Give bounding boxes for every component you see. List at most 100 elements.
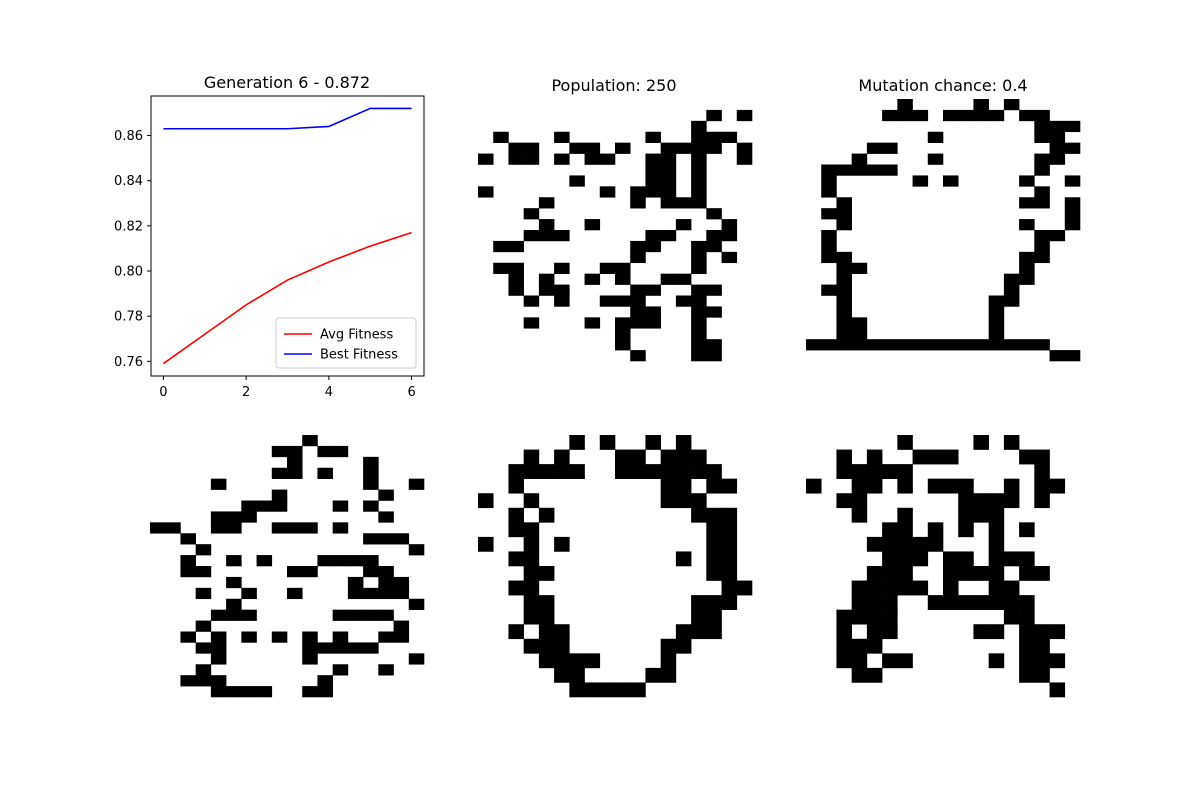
- pixel-cell: [493, 240, 509, 253]
- pixel-cell: [691, 175, 707, 187]
- pixel-cell: [706, 595, 722, 610]
- pixel-cell: [538, 609, 555, 625]
- pixel-cell: [675, 435, 692, 450]
- y-tick-label: 0.78: [114, 310, 143, 325]
- pixel-cell: [378, 587, 394, 600]
- pixel-cell: [927, 478, 944, 494]
- pixel-cell: [691, 142, 707, 154]
- pixel-cell: [943, 175, 959, 187]
- pixel-cell: [1049, 478, 1066, 494]
- pixel-cell: [584, 682, 601, 698]
- pixel-cell: [897, 653, 913, 669]
- pixel-cell: [195, 587, 212, 600]
- pixel-cell: [508, 262, 524, 274]
- pixel-cell: [736, 142, 753, 154]
- pixel-cell: [866, 595, 883, 610]
- pixel-cell: [882, 653, 898, 669]
- pixel-cell: [851, 580, 868, 596]
- pixel-cell: [821, 339, 837, 351]
- pixel-cell: [882, 164, 898, 176]
- pixel-cell: [721, 131, 738, 143]
- pixel-cell: [554, 536, 570, 552]
- pixel-cell: [706, 339, 722, 351]
- pixel-cell: [569, 682, 585, 698]
- pixel-cell: [332, 609, 349, 621]
- pixel-cell: [1064, 219, 1081, 231]
- pixel-cell: [721, 251, 738, 264]
- pixel-cell: [599, 435, 616, 450]
- pixel-cell: [660, 449, 677, 465]
- individual-1: [478, 109, 753, 362]
- pixel-cell: [287, 522, 303, 534]
- pixel-cell: [1034, 109, 1050, 122]
- pixel-cell: [721, 219, 738, 231]
- pixel-cell: [988, 624, 1005, 640]
- pixel-cell: [1034, 638, 1050, 654]
- pixel-cell: [988, 317, 1005, 329]
- pixel-cell: [554, 262, 570, 274]
- pixel-cell: [1019, 175, 1035, 187]
- pixel-cell: [332, 445, 349, 458]
- pixel-cell: [271, 489, 288, 501]
- pixel-cell: [836, 262, 852, 274]
- pixel-cell: [1019, 551, 1035, 567]
- pixel-cell: [691, 449, 707, 465]
- pixel-cell: [882, 142, 898, 154]
- pixel-cell: [180, 566, 196, 578]
- pixel-cell: [508, 153, 524, 165]
- pixel-cell: [1034, 653, 1050, 669]
- pixel-cell: [363, 478, 379, 490]
- pixel-cell: [1019, 449, 1035, 465]
- pixel-cell: [226, 555, 242, 567]
- pixel-cell: [706, 306, 722, 318]
- pixel-cell: [332, 500, 349, 512]
- pixel-cell: [332, 664, 349, 676]
- pixel-cell: [493, 262, 509, 274]
- pixel-cell: [554, 284, 570, 296]
- pixel-cell: [287, 587, 303, 600]
- pixel-cell: [226, 598, 242, 610]
- pixel-cell: [554, 295, 570, 307]
- pixel-cell: [347, 576, 364, 589]
- pixel-cell: [599, 186, 616, 198]
- pixel-cell: [851, 653, 868, 669]
- pixel-cell: [1034, 230, 1050, 242]
- pixel-cell: [599, 295, 616, 307]
- pixel-cell: [645, 317, 661, 329]
- pixel-cell: [538, 595, 555, 610]
- pixel-cell: [897, 478, 913, 494]
- pixel-cell: [721, 507, 738, 523]
- pixel-cell: [180, 675, 196, 687]
- pixel-cell: [1049, 153, 1066, 165]
- pixel-cell: [706, 507, 722, 523]
- pixel-cell: [851, 507, 868, 523]
- pixel-cell: [478, 493, 494, 509]
- pixel-cell: [836, 464, 852, 479]
- pixel-cell: [836, 609, 852, 625]
- pixel-cell: [897, 339, 913, 351]
- pixel-cell: [660, 175, 677, 187]
- pixel-cell: [851, 262, 868, 274]
- pixel-cell: [1019, 667, 1035, 683]
- pixel-cell: [691, 507, 707, 523]
- pixel-cell: [615, 262, 631, 274]
- pixel-cell: [1049, 624, 1066, 640]
- pixel-cell: [393, 620, 410, 632]
- pixel-cell: [554, 653, 570, 669]
- pixel-cell: [706, 566, 722, 581]
- pixel-cell: [988, 551, 1005, 567]
- pixel-cell: [180, 631, 196, 643]
- pixel-cell: [691, 624, 707, 640]
- pixel-cell: [630, 240, 646, 253]
- pixel-cell: [973, 595, 989, 610]
- pixel-cell: [408, 478, 425, 490]
- pixel-cell: [1034, 251, 1050, 264]
- pixel-cell: [660, 638, 677, 654]
- pixel-cell: [523, 595, 540, 610]
- pixel-cell: [691, 251, 707, 264]
- pixel-cell: [1019, 522, 1035, 538]
- pixel-cell: [554, 153, 570, 165]
- pixel-cell: [630, 186, 646, 198]
- pixel-cell: [882, 339, 898, 351]
- pixel-cell: [836, 306, 852, 318]
